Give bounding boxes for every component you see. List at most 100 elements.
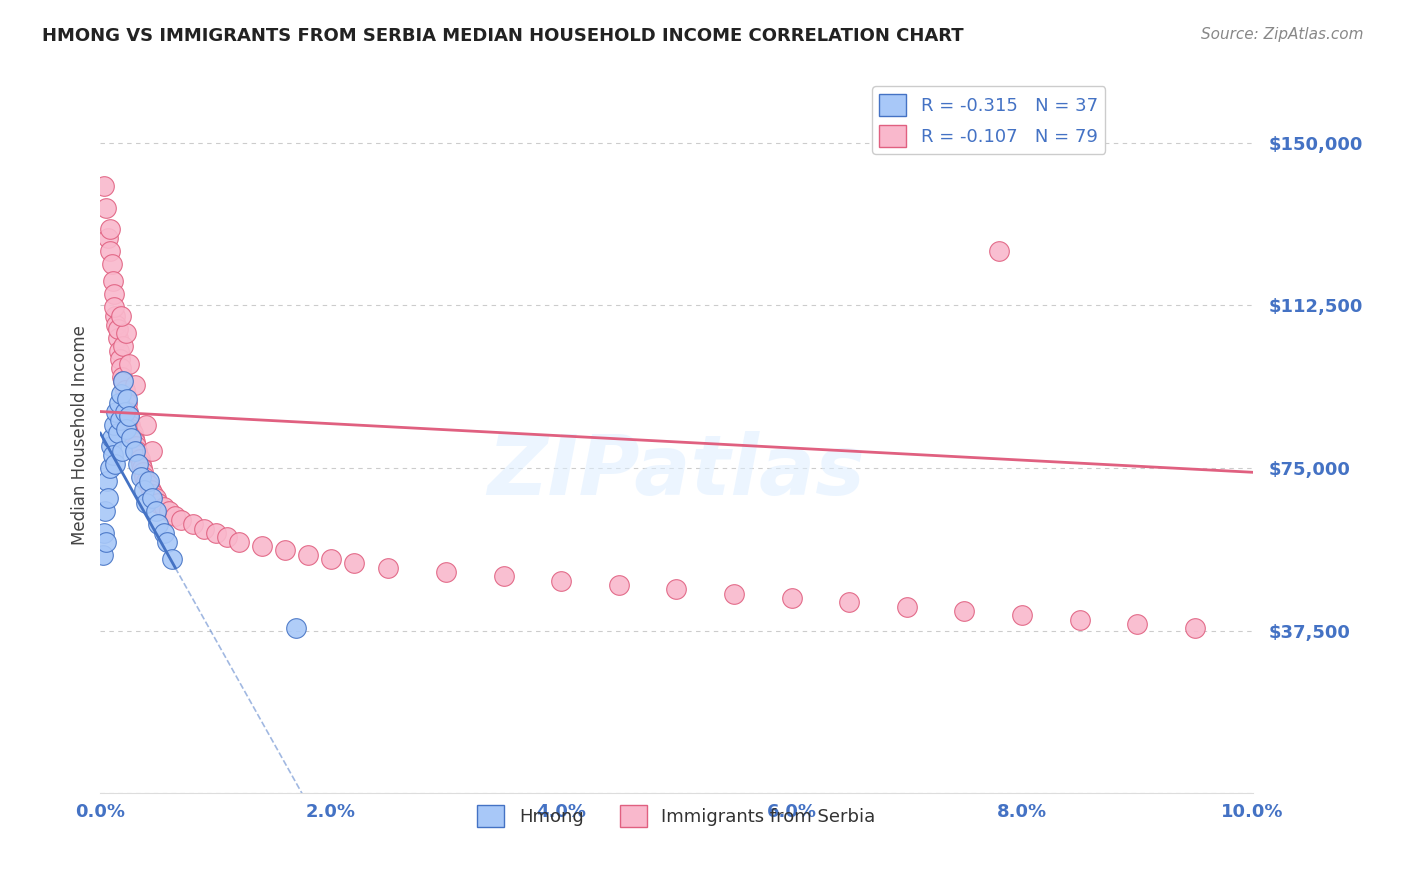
Point — [114, 326, 136, 341]
Y-axis label: Median Household Income: Median Household Income — [72, 326, 89, 545]
Point — [953, 604, 976, 618]
Point — [135, 496, 157, 510]
Point — [121, 426, 143, 441]
Point — [93, 178, 115, 193]
Point — [377, 560, 399, 574]
Point — [98, 244, 121, 258]
Point — [204, 526, 226, 541]
Point — [118, 409, 141, 423]
Point — [217, 530, 239, 544]
Point — [139, 483, 162, 497]
Point — [120, 417, 142, 432]
Point — [111, 443, 134, 458]
Point — [107, 343, 129, 358]
Point — [297, 548, 319, 562]
Point — [124, 434, 146, 449]
Point — [135, 474, 157, 488]
Point — [434, 565, 457, 579]
Text: ZIPatlas: ZIPatlas — [488, 431, 865, 512]
Point — [134, 483, 156, 497]
Point — [97, 231, 120, 245]
Point — [193, 522, 215, 536]
Point — [120, 431, 142, 445]
Point — [124, 443, 146, 458]
Point — [129, 457, 152, 471]
Point — [1069, 613, 1091, 627]
Point — [607, 578, 630, 592]
Point — [115, 396, 138, 410]
Point — [103, 287, 125, 301]
Point — [152, 526, 174, 541]
Point — [145, 504, 167, 518]
Point — [114, 422, 136, 436]
Point — [1126, 617, 1149, 632]
Point — [665, 582, 688, 597]
Point — [152, 500, 174, 514]
Point — [1011, 608, 1033, 623]
Point — [103, 301, 125, 315]
Point — [159, 504, 181, 518]
Point — [146, 496, 169, 510]
Point — [138, 478, 160, 492]
Point — [780, 591, 803, 606]
Point — [250, 539, 273, 553]
Point — [94, 504, 117, 518]
Point — [160, 552, 183, 566]
Point — [104, 309, 127, 323]
Point — [101, 448, 124, 462]
Point — [108, 413, 131, 427]
Point — [838, 595, 860, 609]
Point — [181, 517, 204, 532]
Point — [94, 534, 117, 549]
Point — [129, 469, 152, 483]
Point — [101, 257, 124, 271]
Point — [107, 396, 129, 410]
Point — [131, 461, 153, 475]
Point — [132, 465, 155, 479]
Point — [112, 339, 135, 353]
Point — [108, 352, 131, 367]
Point — [94, 201, 117, 215]
Point — [110, 387, 132, 401]
Point — [988, 244, 1011, 258]
Point — [114, 404, 136, 418]
Point — [91, 548, 114, 562]
Point — [1184, 622, 1206, 636]
Point — [107, 322, 129, 336]
Point — [138, 474, 160, 488]
Point — [285, 622, 308, 636]
Point — [112, 374, 135, 388]
Point — [273, 543, 295, 558]
Point — [141, 491, 163, 506]
Point — [97, 491, 120, 506]
Point — [110, 309, 132, 323]
Text: HMONG VS IMMIGRANTS FROM SERBIA MEDIAN HOUSEHOLD INCOME CORRELATION CHART: HMONG VS IMMIGRANTS FROM SERBIA MEDIAN H… — [42, 27, 963, 45]
Point — [101, 431, 124, 445]
Point — [127, 457, 149, 471]
Point — [723, 587, 745, 601]
Point — [228, 534, 250, 549]
Point — [156, 534, 179, 549]
Point — [170, 513, 193, 527]
Point — [165, 508, 187, 523]
Point — [145, 491, 167, 506]
Point — [112, 374, 135, 388]
Point — [343, 557, 366, 571]
Point — [117, 404, 139, 418]
Point — [104, 457, 127, 471]
Point — [550, 574, 572, 588]
Point — [127, 443, 149, 458]
Point — [98, 222, 121, 236]
Point — [146, 517, 169, 532]
Point — [98, 461, 121, 475]
Point — [111, 369, 134, 384]
Point — [128, 452, 150, 467]
Point — [110, 361, 132, 376]
Point — [134, 469, 156, 483]
Point — [105, 404, 128, 418]
Point — [319, 552, 342, 566]
Point — [101, 274, 124, 288]
Point — [118, 357, 141, 371]
Legend: Hmong, Immigrants from Serbia: Hmong, Immigrants from Serbia — [470, 798, 883, 834]
Point — [118, 409, 141, 423]
